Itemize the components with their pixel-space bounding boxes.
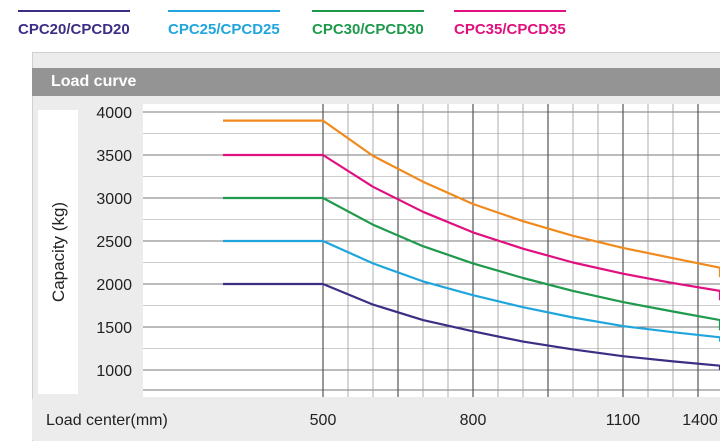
y-tick-label: 1500 (96, 320, 132, 337)
x-tick-label: 1400 (682, 412, 718, 429)
x-axis-label: Load center(mm) (46, 412, 168, 429)
legend-item-cpc20: CPC20/CPCD20 (18, 10, 130, 38)
legend-label-cpc25: CPC25/CPCD25 (168, 21, 280, 38)
series-line-4 (223, 119, 720, 278)
x-axis-band (32, 399, 720, 440)
legend-item-cpc35: CPC35/CPCD35 (454, 10, 566, 38)
chart-title: Load curve (32, 68, 720, 96)
y-tick-label: 2500 (96, 234, 132, 251)
x-tick-label: 500 (310, 412, 337, 429)
series-line-1 (223, 239, 720, 342)
legend-label-cpc20: CPC20/CPCD20 (18, 21, 130, 38)
series-line-3 (223, 153, 720, 301)
legend-label-cpc30: CPC30/CPCD30 (312, 21, 424, 38)
legend-swatch-cpc35 (454, 10, 566, 12)
y-axis-label-box (38, 110, 78, 394)
y-tick-label: 2000 (96, 277, 132, 294)
y-tick-label: 3000 (96, 191, 132, 208)
y-axis-label: Capacity (kg) (49, 202, 68, 302)
legend-label-cpc35: CPC35/CPCD35 (454, 21, 566, 38)
y-tick-label: 4000 (96, 105, 132, 122)
legend-swatch-cpc25 (168, 10, 280, 12)
x-tick-label: 800 (460, 412, 487, 429)
x-tick-label: 1100 (606, 412, 641, 429)
y-tick-label: 3500 (96, 148, 132, 165)
legend: CPC20/CPCD20 CPC25/CPCD25 CPC30/CPCD30 C… (18, 0, 718, 46)
legend-item-cpc30: CPC30/CPCD30 (312, 10, 424, 38)
legend-item-cpc25: CPC25/CPCD25 (168, 10, 280, 38)
legend-swatch-cpc20 (18, 10, 130, 12)
legend-swatch-cpc30 (312, 10, 424, 12)
y-tick-label: 1000 (96, 363, 132, 380)
series-line-0 (223, 282, 720, 371)
series-line-2 (223, 196, 720, 331)
